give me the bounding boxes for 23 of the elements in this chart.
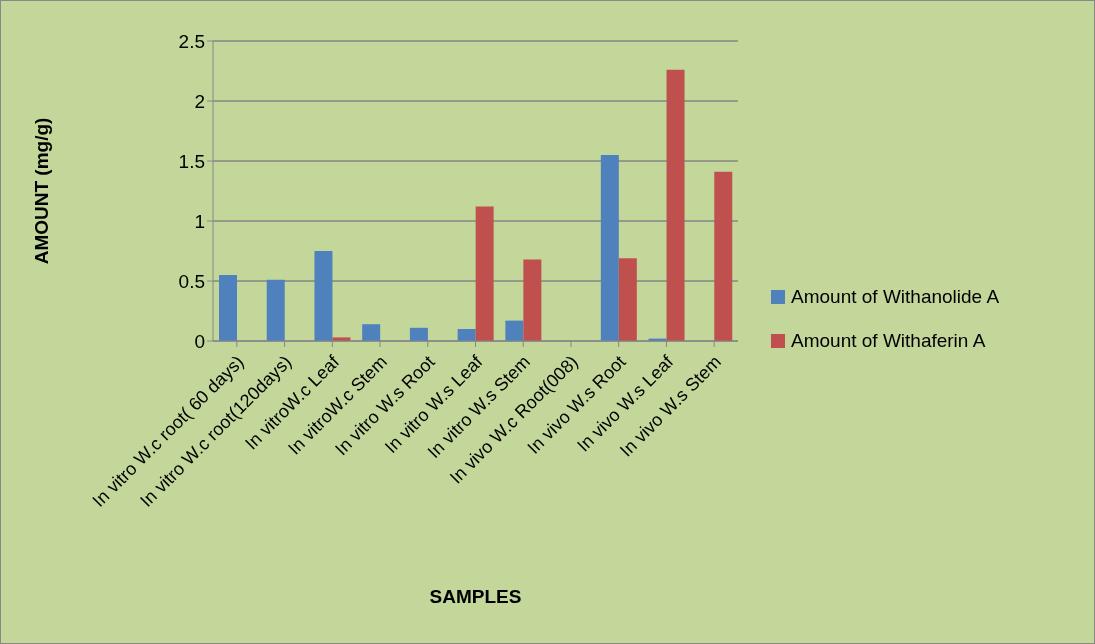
- y-tick-label: 2.5: [178, 30, 205, 52]
- legend-label: Amount of Withanolide A: [791, 286, 1000, 308]
- bar: [266, 279, 285, 341]
- bar: [362, 324, 381, 341]
- x-axis-title: SAMPLES: [429, 586, 522, 607]
- y-tick-label: 0.5: [178, 270, 205, 292]
- y-tick-label: 1.5: [178, 150, 205, 172]
- bar: [314, 251, 333, 341]
- bar: [457, 329, 476, 341]
- y-tick-label: 2: [194, 90, 205, 112]
- bar: [618, 258, 637, 341]
- legend-label: Amount of Withaferin A: [791, 330, 986, 352]
- bar: [714, 171, 733, 341]
- y-tick-label: 0: [194, 330, 205, 352]
- bar: [475, 206, 494, 341]
- bar: [666, 69, 685, 341]
- y-axis-title: AMOUNT (mg/g): [30, 117, 52, 265]
- bar: [600, 155, 619, 341]
- bar: [523, 259, 542, 341]
- bar: [505, 320, 524, 341]
- bar: [409, 327, 428, 341]
- bar: [219, 275, 237, 341]
- y-tick-label: 1: [194, 210, 205, 232]
